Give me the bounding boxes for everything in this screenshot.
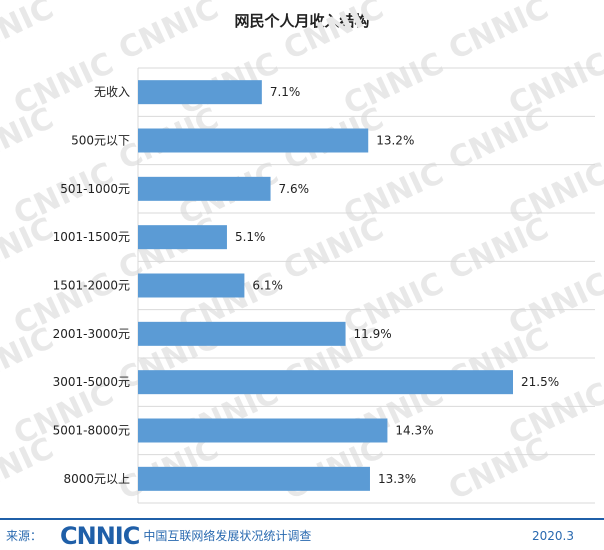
category-label: 501-1000元: [60, 182, 130, 196]
bar: [138, 176, 271, 201]
watermark-text: CNNIC: [0, 0, 59, 67]
chart-title: 网民个人月收入结构: [234, 12, 370, 30]
bar: [138, 321, 346, 346]
watermark-text: CNNIC: [0, 211, 59, 287]
bar: [138, 466, 370, 491]
category-label: 1501-2000元: [53, 279, 130, 293]
data-label: 21.5%: [521, 375, 559, 389]
bar: [138, 370, 513, 395]
data-label: 13.2%: [376, 134, 414, 148]
bar: [138, 418, 388, 443]
data-label: 6.1%: [252, 279, 283, 293]
organization-name: 中国互联网络发展状况统计调查: [143, 529, 312, 543]
watermark-text: CNNIC: [0, 431, 59, 507]
watermark-text: CNNIC: [114, 0, 224, 67]
bar: [138, 128, 369, 153]
category-label: 1001-1500元: [53, 230, 130, 244]
category-label: 无收入: [94, 85, 130, 99]
data-label: 14.3%: [395, 424, 433, 438]
data-label: 7.1%: [270, 85, 301, 99]
watermark-text: CNNIC: [444, 431, 554, 507]
category-label: 500元以下: [71, 134, 130, 148]
category-label: 2001-3000元: [53, 327, 130, 341]
bar: [138, 225, 227, 250]
watermark-text: CNNIC: [444, 101, 554, 177]
category-label: 5001-8000元: [53, 424, 130, 438]
data-label: 13.3%: [378, 472, 416, 486]
data-label: 5.1%: [235, 230, 266, 244]
watermark-text: CNNIC: [0, 321, 59, 397]
bar: [138, 80, 262, 105]
bars: [138, 80, 513, 491]
footer-divider: [0, 518, 604, 520]
watermark-text: CNNIC: [0, 101, 59, 177]
footer: 来源： CNNIC 中国互联网络发展状况统计调查 2020.3: [0, 521, 604, 550]
report-date: 2020.3: [532, 528, 574, 543]
source-label: 来源：: [6, 529, 43, 543]
bar-chart: CNNIC CNNIC CNNIC CNNIC CNNIC CNNIC CNNIC CNNIC…: [0, 0, 604, 507]
watermark-text: CNNIC: [444, 0, 554, 67]
bar: [138, 273, 245, 298]
watermark-text: CNNIC: [279, 0, 389, 67]
gridlines: [137, 67, 595, 504]
cnnic-logo: CNNIC: [60, 521, 140, 550]
data-label: 11.9%: [354, 327, 392, 341]
category-label: 8000元以上: [63, 472, 130, 486]
data-label: 7.6%: [279, 182, 310, 196]
category-label: 3001-5000元: [53, 375, 130, 389]
labels: 无收入 7.1% 500元以下 13.2% 501-1000元 7.6% 1001-1500…: [53, 85, 560, 486]
watermark-text: CNNIC: [444, 211, 554, 287]
watermark-text: CNNIC: [279, 211, 389, 287]
